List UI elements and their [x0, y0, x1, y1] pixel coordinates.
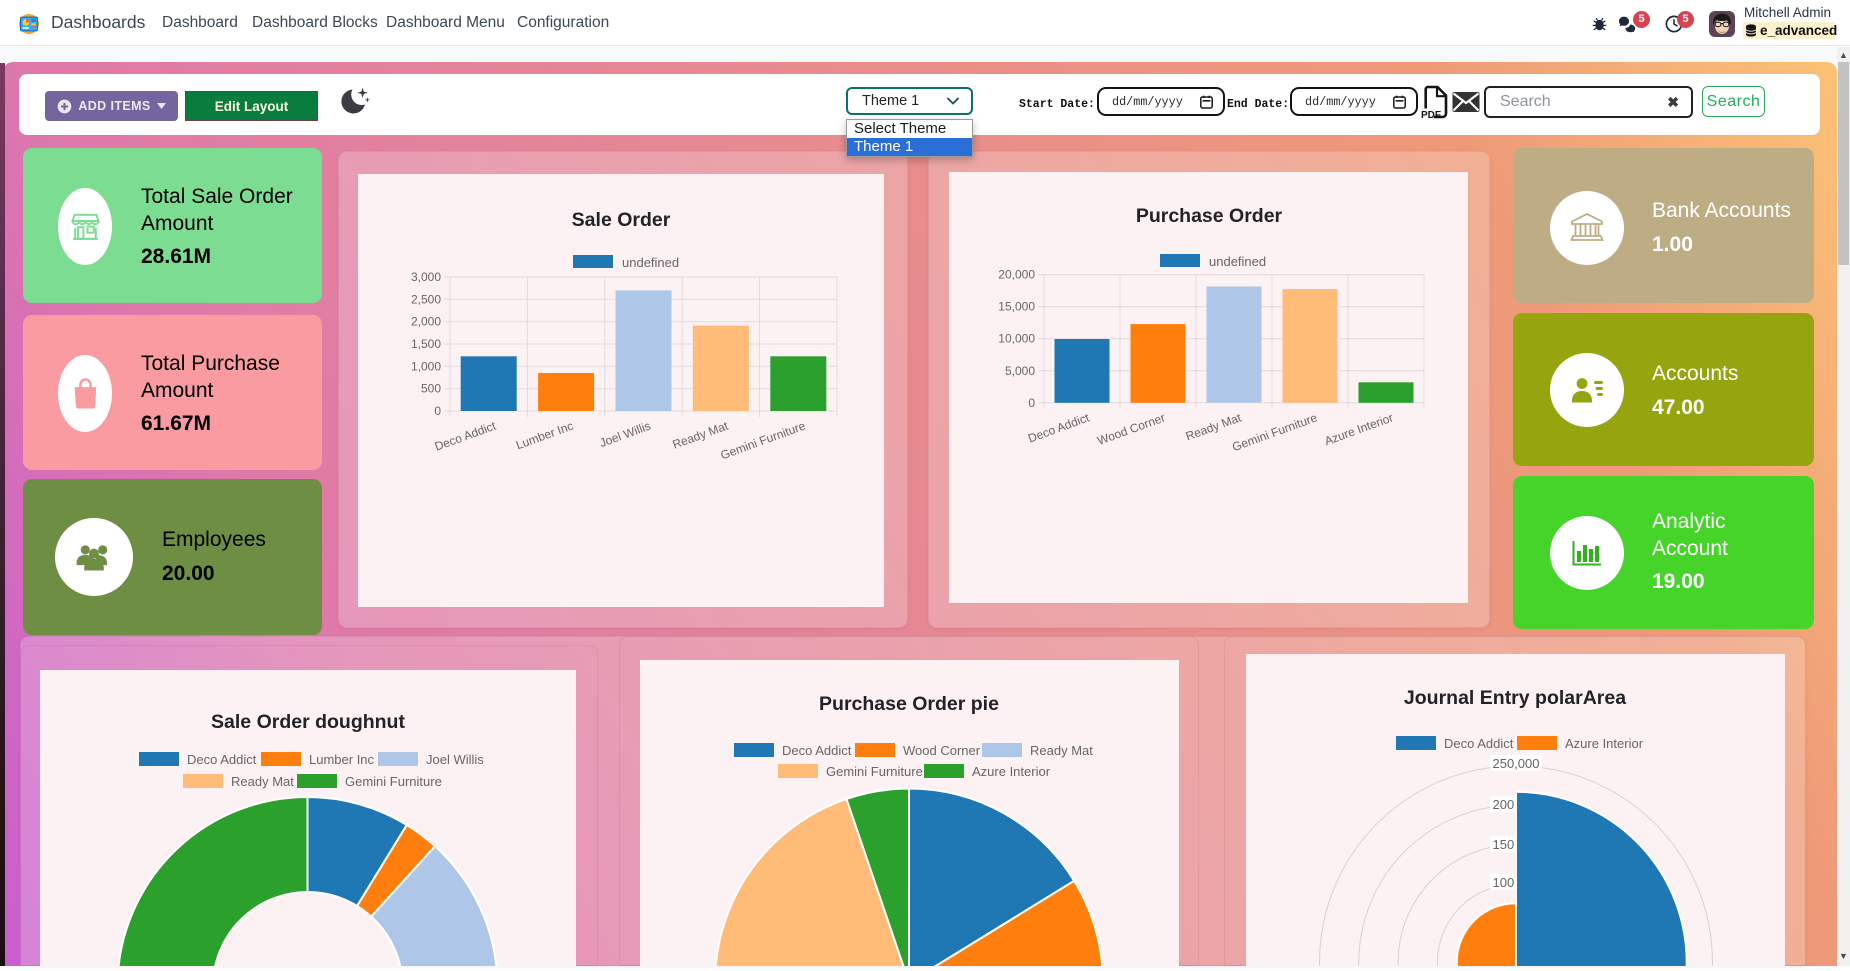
svg-text:3,000: 3,000 — [411, 270, 441, 284]
svg-text:Ready Mat: Ready Mat — [231, 774, 294, 789]
svg-text:undefined: undefined — [622, 255, 679, 270]
svg-text:Sale Order: Sale Order — [572, 209, 671, 231]
svg-text:250,000: 250,000 — [1493, 756, 1540, 771]
svg-text:5,000: 5,000 — [1005, 364, 1035, 378]
svg-text:Gemini Furniture: Gemini Furniture — [1230, 410, 1319, 454]
svg-text:undefined: undefined — [1209, 254, 1266, 269]
svg-text:Lumber Inc: Lumber Inc — [309, 752, 375, 767]
svg-text:Journal Entry polarArea: Journal Entry polarArea — [1404, 687, 1626, 709]
svg-text:15,000: 15,000 — [998, 300, 1035, 314]
svg-text:0: 0 — [434, 404, 441, 418]
svg-text:Wood Corner: Wood Corner — [903, 743, 981, 758]
svg-text:20,000: 20,000 — [998, 268, 1035, 282]
svg-text:Lumber Inc: Lumber Inc — [514, 419, 575, 453]
svg-text:0: 0 — [1028, 396, 1035, 410]
svg-text:PDF: PDF — [1421, 110, 1441, 121]
svg-text:1,000: 1,000 — [411, 359, 441, 373]
svg-text:10,000: 10,000 — [998, 332, 1035, 346]
svg-text:Azure Interior: Azure Interior — [972, 764, 1051, 779]
svg-text:Gemini Furniture: Gemini Furniture — [345, 774, 442, 789]
svg-text:Deco Addict: Deco Addict — [187, 752, 257, 767]
svg-text:Ready Mat: Ready Mat — [1030, 743, 1093, 758]
svg-text:Deco Addict: Deco Addict — [1026, 410, 1092, 445]
svg-text:2,000: 2,000 — [411, 315, 441, 329]
svg-text:Deco Addict: Deco Addict — [433, 418, 499, 453]
svg-text:Azure Interior: Azure Interior — [1565, 736, 1644, 751]
svg-text:Purchase Order: Purchase Order — [1136, 205, 1283, 227]
svg-text:Deco Addict: Deco Addict — [782, 743, 852, 758]
svg-text:Azure Interior: Azure Interior — [1323, 410, 1395, 448]
svg-text:500: 500 — [421, 382, 441, 396]
svg-text:Wood Corner: Wood Corner — [1095, 410, 1167, 447]
svg-text:Gemini Furniture: Gemini Furniture — [719, 419, 808, 463]
svg-text:Purchase Order pie: Purchase Order pie — [819, 693, 999, 715]
svg-text:Ready Mat: Ready Mat — [671, 418, 731, 451]
svg-text:Joel Willis: Joel Willis — [598, 419, 653, 450]
svg-text:Deco Addict: Deco Addict — [1444, 736, 1514, 751]
svg-text:Joel Willis: Joel Willis — [426, 752, 484, 767]
svg-text:Sale Order doughnut: Sale Order doughnut — [211, 711, 405, 733]
svg-text:Gemini Furniture: Gemini Furniture — [826, 764, 923, 779]
svg-text:2,500: 2,500 — [411, 292, 441, 306]
svg-text:1,500: 1,500 — [411, 337, 441, 351]
